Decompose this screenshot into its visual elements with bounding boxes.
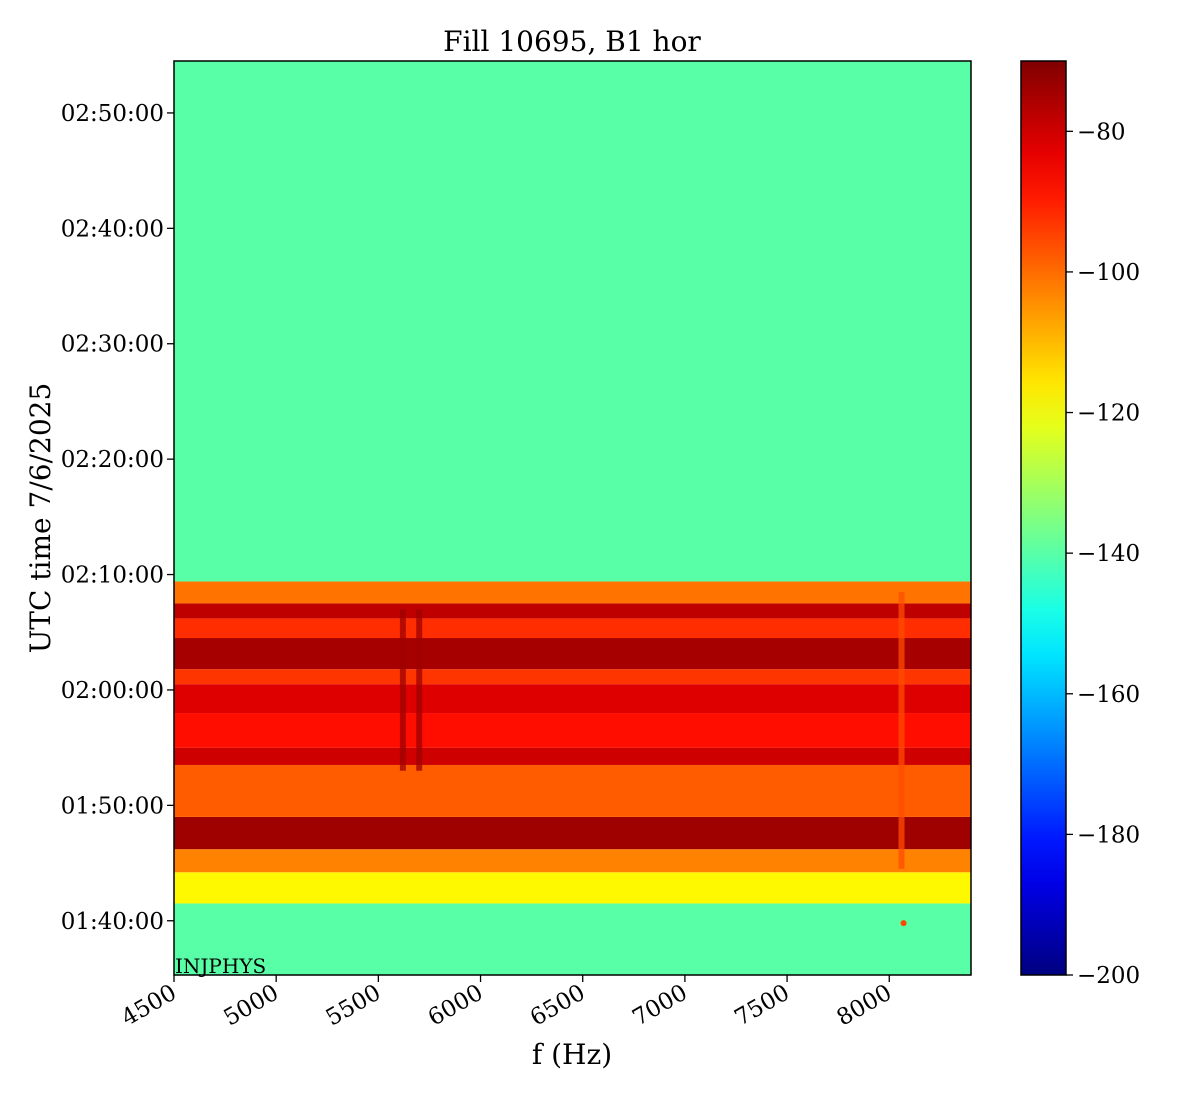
y-axis-label: UTC time 7/6/2025 [24, 383, 57, 654]
plot-area: INJPHYS [173, 60, 972, 978]
heatmap-band [174, 903, 971, 975]
x-tick-label: 6000 [424, 980, 488, 1032]
x-tick-label: 7500 [730, 980, 794, 1032]
colorbar-tick-label: −160 [1077, 682, 1140, 708]
x-tick-label: 4500 [117, 980, 181, 1032]
colorbar-gradient [1020, 60, 1067, 976]
heatmap-band [174, 669, 971, 685]
injphys-label: INJPHYS [175, 954, 266, 978]
colorbar-tick-label: −100 [1077, 260, 1140, 286]
y-tick-label: 01:40:00 [61, 909, 164, 935]
y-axis: 01:40:00 01:50:00 02:00:00 02:10:00 02:20:00… [61, 101, 174, 935]
plot-frame [173, 60, 972, 976]
heatmap-band [174, 764, 971, 817]
colorbar: −80 −100 −120 −140 −160 −180 −200 [1020, 60, 1140, 989]
heatmap-layer [174, 61, 971, 975]
colorbar-tick-label: −120 [1077, 401, 1140, 427]
heatmap-band [174, 872, 971, 904]
y-tick-label: 02:10:00 [61, 563, 164, 589]
x-tick-label: 6500 [526, 980, 590, 1032]
heatmap-spot [900, 920, 907, 927]
heatmap-band [174, 849, 971, 873]
x-axis: 4500 5000 5500 6000 6500 7000 7500 8000 [117, 975, 896, 1031]
colorbar-ticks: −80 −100 −120 −140 −160 −180 −200 [1066, 119, 1140, 989]
heatmap-band [174, 603, 971, 619]
chart-title: Fill 10695, B1 hor [443, 25, 701, 58]
heatmap-band [174, 816, 971, 850]
colorbar-tick-label: −180 [1077, 822, 1140, 848]
y-tick-label: 02:50:00 [61, 101, 164, 127]
heatmap-band [174, 747, 971, 765]
y-tick-label: 02:00:00 [61, 678, 164, 704]
x-tick-label: 8000 [833, 980, 897, 1032]
heatmap-band [174, 618, 971, 639]
heatmap-band [174, 638, 971, 670]
y-tick-label: 02:40:00 [61, 216, 164, 242]
heatmap-band [174, 684, 971, 714]
heatmap-band [174, 713, 971, 748]
heatmap-column [399, 609, 406, 771]
y-tick-label: 01:50:00 [61, 793, 164, 819]
colorbar-tick-label: −80 [1077, 119, 1126, 145]
colorbar-tick-label: −200 [1077, 963, 1140, 989]
x-tick-label: 5000 [219, 980, 283, 1032]
x-tick-label: 5500 [322, 980, 386, 1032]
y-tick-label: 02:30:00 [61, 332, 164, 358]
colorbar-tick-label: −140 [1077, 541, 1140, 567]
heatmap-band [174, 61, 971, 582]
heatmap-column [898, 591, 905, 869]
heatmap-band [174, 581, 971, 604]
x-tick-label: 7000 [628, 980, 692, 1032]
heatmap-column [416, 609, 423, 771]
y-tick-label: 02:20:00 [61, 447, 164, 473]
x-axis-label: f (Hz) [532, 1038, 612, 1071]
